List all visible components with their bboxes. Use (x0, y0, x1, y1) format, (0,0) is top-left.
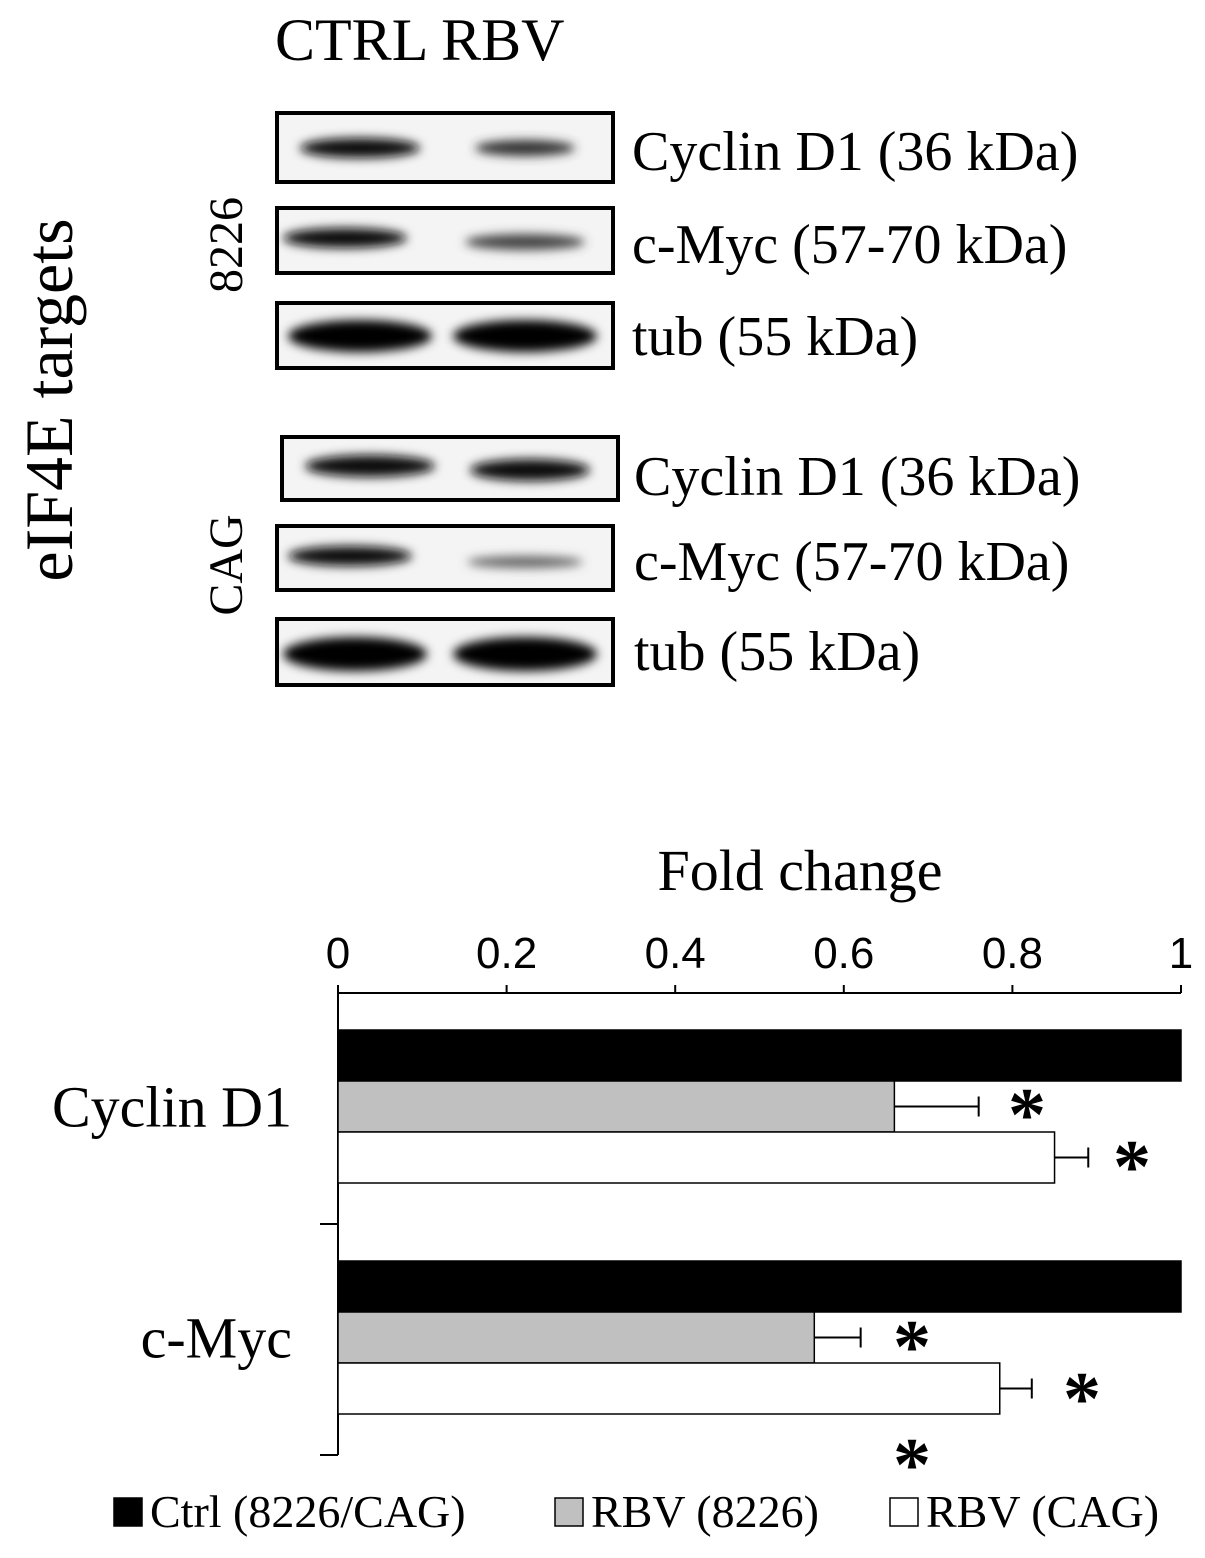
x-tick-label: 0.4 (645, 929, 706, 978)
legend-label: Ctrl (8226/CAG) (150, 1486, 466, 1537)
bar (337, 1311, 816, 1364)
legend-swatch (554, 1497, 584, 1527)
band-label: c-Myc (57-70 kDa) (632, 214, 1067, 276)
error-bar (999, 1378, 1033, 1399)
y-tick-label: Cyclin D1 (52, 1075, 292, 1140)
group-label: CAG (200, 514, 253, 615)
x-tick-label: 0.2 (476, 929, 537, 978)
error-bar (894, 1096, 980, 1117)
bar (337, 1029, 1182, 1082)
bar (337, 1080, 896, 1133)
significance-mark: * (1008, 1073, 1046, 1157)
y-tick-label: c-Myc (141, 1306, 292, 1371)
bar (337, 1260, 1182, 1313)
group-label: 8226 (200, 197, 253, 293)
band-label: c-Myc (57-70 kDa) (634, 531, 1069, 593)
bar (337, 1131, 1056, 1184)
legend-label: RBV (8226) (591, 1486, 819, 1537)
legend-swatch (889, 1497, 919, 1527)
significance-mark: * (1113, 1125, 1151, 1209)
legend-swatch (113, 1497, 143, 1527)
significance-mark: * (1063, 1357, 1101, 1441)
x-tick-label: 0.8 (982, 929, 1043, 978)
legend-label: RBV (CAG) (926, 1486, 1159, 1537)
blot-images (275, 111, 620, 687)
x-tick-label: 0 (326, 929, 350, 978)
lane-labels: CTRL RBV (275, 7, 564, 73)
band-label: tub (55 kDa) (632, 306, 918, 368)
error-bar (1054, 1147, 1090, 1168)
x-tick-label: 0.6 (813, 929, 874, 978)
bar (337, 1362, 1001, 1415)
error-bar (814, 1327, 862, 1348)
significance-mark: * (893, 1305, 931, 1389)
axis-title: Fold change (657, 838, 942, 903)
side-label: eIF4E targets (11, 218, 87, 581)
significance-mark: * (893, 1423, 931, 1507)
band-label: Cyclin D1 (36 kDa) (632, 121, 1078, 183)
x-tick-label: 1 (1169, 929, 1193, 978)
band-label: tub (55 kDa) (634, 621, 920, 683)
band-label: Cyclin D1 (36 kDa) (634, 446, 1080, 508)
